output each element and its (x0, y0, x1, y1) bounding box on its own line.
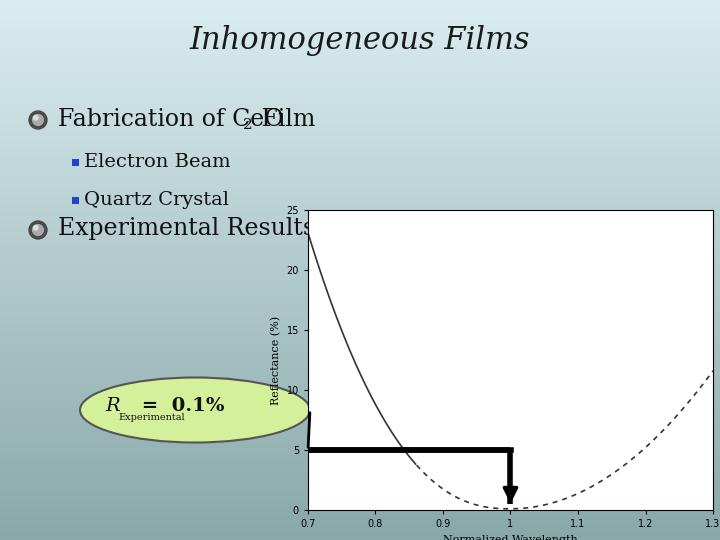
Text: 2: 2 (243, 118, 253, 132)
Circle shape (32, 114, 43, 125)
X-axis label: Normalized Wavelength: Normalized Wavelength (443, 535, 578, 540)
Ellipse shape (80, 377, 310, 442)
Circle shape (34, 116, 38, 120)
Circle shape (34, 226, 38, 230)
Text: Film: Film (254, 107, 315, 131)
Text: Quartz Crystal: Quartz Crystal (84, 191, 230, 209)
Circle shape (29, 111, 47, 129)
Text: Electron Beam: Electron Beam (84, 153, 231, 171)
Y-axis label: Reflectance (%): Reflectance (%) (271, 315, 281, 404)
Text: Inhomogeneous Films: Inhomogeneous Films (190, 24, 530, 56)
Text: Fabrication of CeO: Fabrication of CeO (58, 107, 284, 131)
Text: Experimental Results: Experimental Results (58, 218, 315, 240)
Text: R: R (105, 397, 120, 415)
Text: =  0.1%: = 0.1% (135, 397, 225, 415)
Bar (71, 197, 78, 204)
Circle shape (32, 225, 43, 235)
Text: Experimental: Experimental (118, 414, 184, 422)
Bar (71, 159, 78, 165)
Circle shape (29, 221, 47, 239)
